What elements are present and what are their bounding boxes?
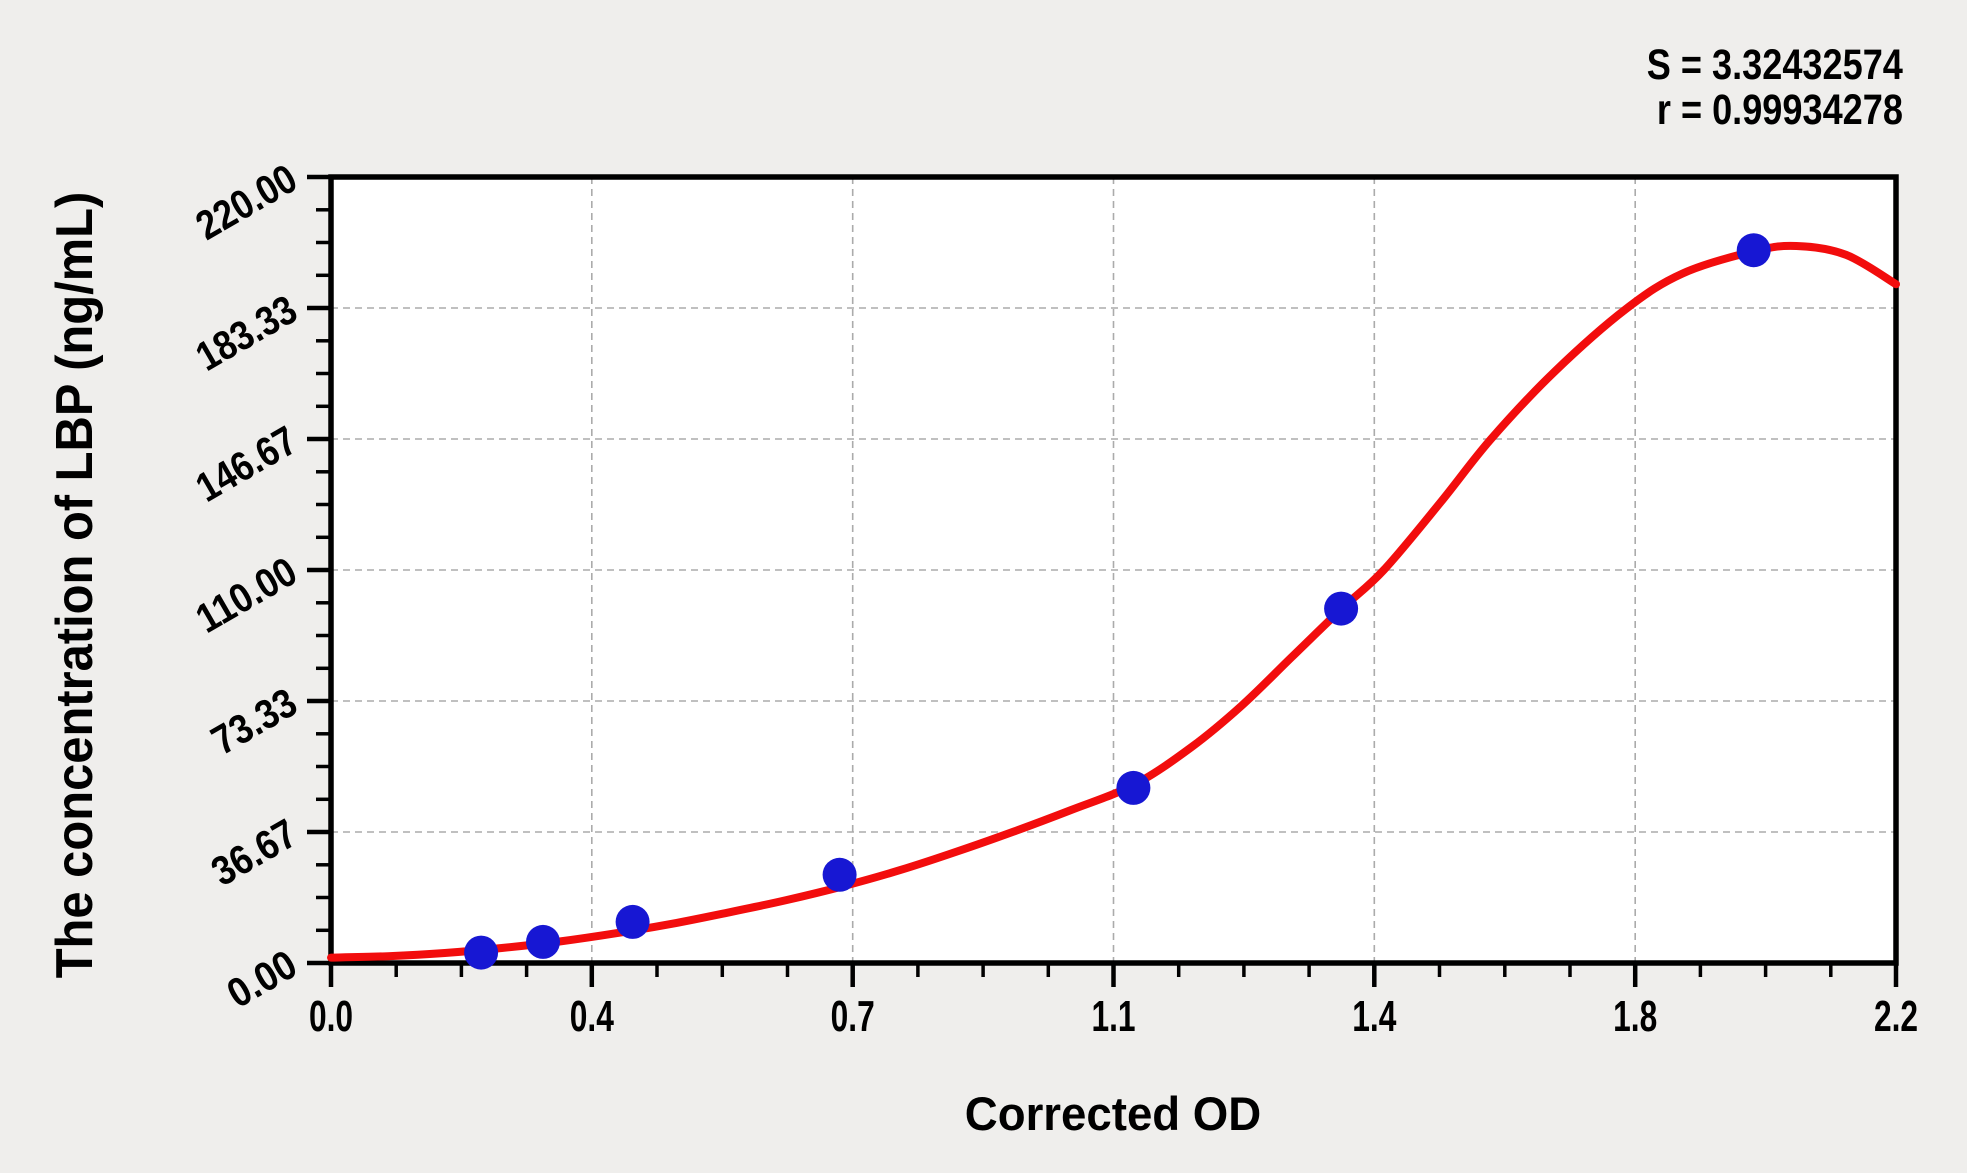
x-tick-label: 0.7 <box>831 992 875 1041</box>
y-tick-label: 0.00 <box>219 941 304 1017</box>
x-tick-label: 1.1 <box>1091 992 1135 1041</box>
y-tick-label: 146.67 <box>188 417 305 511</box>
x-axis-title: Corrected OD <box>964 1087 1262 1140</box>
fit-stat-r: r = 0.99934278 <box>1656 86 1903 134</box>
y-tick-label: 73.33 <box>204 679 305 764</box>
fit-stat-s: S = 3.32432574 <box>1646 41 1903 89</box>
y-tick-label: 183.33 <box>188 286 305 380</box>
fitted-curve <box>327 241 1900 962</box>
plot-border <box>328 174 1899 966</box>
data-point <box>1324 591 1359 626</box>
y-axis-title: The concentration of LBP (ng/mL) <box>46 191 104 979</box>
y-tick-label: 110.00 <box>188 548 305 642</box>
x-tick-label: 0.4 <box>570 992 614 1041</box>
data-point <box>464 935 499 970</box>
data-point <box>822 857 857 892</box>
data-point <box>1736 233 1771 268</box>
x-tick-label: 2.2 <box>1874 992 1918 1041</box>
y-tick-label: 36.67 <box>204 810 305 895</box>
x-tick-label: 1.4 <box>1352 992 1396 1041</box>
x-tick-label: 1.8 <box>1613 992 1657 1041</box>
x-tick-label: 0.0 <box>309 992 353 1041</box>
y-tick-label: 220.00 <box>188 155 305 249</box>
data-point <box>615 904 650 939</box>
data-point <box>526 924 560 959</box>
data-point <box>1116 770 1151 805</box>
